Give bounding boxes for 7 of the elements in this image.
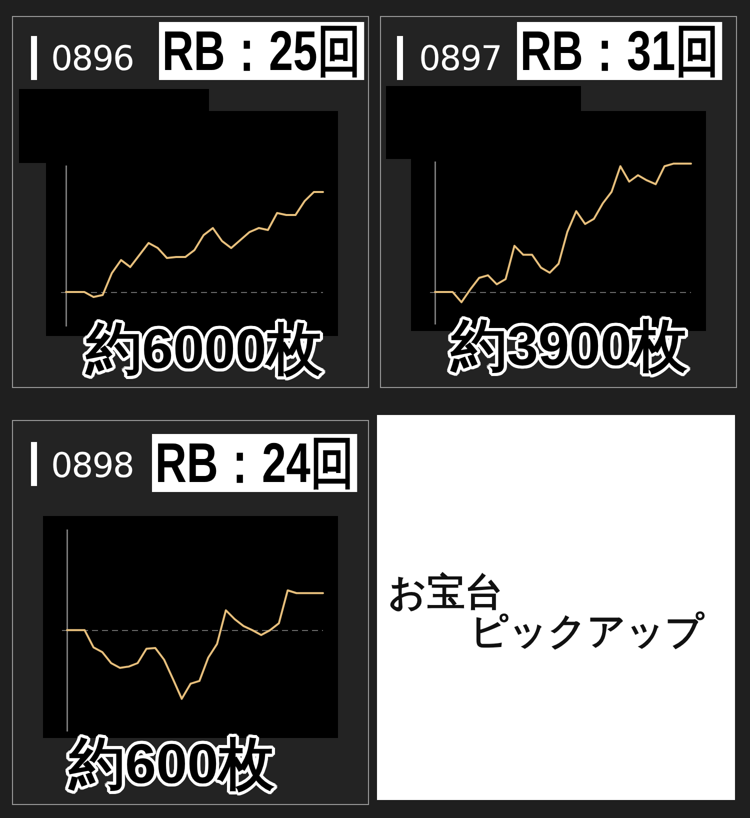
text: RB：24回 <box>152 431 358 494</box>
chart-title: 0897 <box>419 39 502 79</box>
text: RB：25回 <box>159 19 364 82</box>
chart-title: 0896 <box>51 39 134 79</box>
text: 約600枚 <box>69 732 274 795</box>
chart-title: 0898 <box>51 446 134 486</box>
text: RB：31回 <box>517 19 722 82</box>
